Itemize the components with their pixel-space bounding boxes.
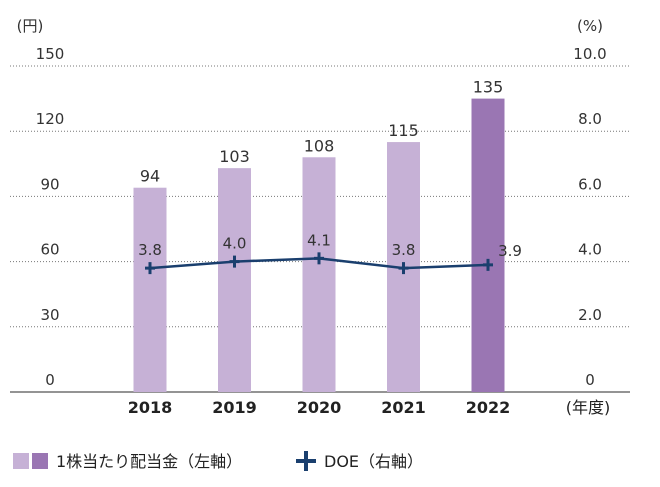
legend-label-doe: DOE（右軸）: [324, 452, 423, 471]
left-tick-label: 30: [40, 306, 59, 324]
right-tick-label: 10.0: [573, 45, 606, 63]
dividend-bar: [302, 157, 336, 392]
doe-point-label: 3.8: [392, 241, 416, 259]
right-tick-label: 6.0: [578, 175, 602, 193]
x-axis-categories: 2018 2019 2020 2021 2022: [128, 398, 511, 417]
x-category-label: 2021: [381, 398, 426, 417]
right-axis-ticks: 0 2.0 4.0 6.0 8.0 10.0: [573, 45, 606, 389]
dividend-bar-labels: 94 103 108 115 135: [140, 78, 503, 186]
doe-point-label: 4.1: [307, 231, 331, 249]
legend-swatch-dark: [32, 453, 48, 469]
doe-point-label: 3.9: [498, 242, 522, 260]
dividend-bar-label: 103: [219, 147, 250, 166]
dividend-bar: [471, 98, 505, 392]
doe-line-series: 3.8 4.0 4.1 3.8 3.9: [138, 231, 522, 275]
legend: 1株当たり配当金（左軸） DOE（右軸）: [13, 451, 423, 471]
right-tick-label: 4.0: [578, 241, 602, 259]
doe-point-label: 4.0: [223, 235, 247, 253]
x-axis-unit: (年度): [566, 398, 611, 417]
left-tick-label: 60: [40, 241, 59, 259]
right-tick-label: 2.0: [578, 306, 602, 324]
dividend-bar-label: 115: [388, 121, 419, 140]
right-axis-unit: (%): [577, 17, 603, 35]
legend-swatch-light: [13, 453, 29, 469]
x-category-label: 2019: [212, 398, 257, 417]
dividend-bar-label: 135: [473, 78, 504, 97]
legend-label-dividend: 1株当たり配当金（左軸）: [56, 452, 242, 471]
x-category-label: 2018: [128, 398, 173, 417]
legend-doe-icon: [296, 451, 316, 471]
dividend-bar: [133, 187, 167, 392]
right-tick-label: 8.0: [578, 110, 602, 128]
right-tick-label: 0: [585, 371, 595, 389]
dividend-bar: [218, 168, 251, 392]
left-axis-unit: (円): [17, 17, 44, 35]
doe-point-label: 3.8: [138, 241, 162, 259]
left-axis-ticks: 0 30 60 90 120 150: [36, 45, 65, 389]
left-tick-label: 90: [40, 175, 59, 193]
x-category-label: 2020: [297, 398, 342, 417]
dividend-bar-label: 94: [140, 167, 160, 186]
left-tick-label: 0: [45, 371, 55, 389]
left-tick-label: 120: [36, 110, 65, 128]
x-category-label: 2022: [466, 398, 511, 417]
dividend-bar-label: 108: [304, 136, 335, 155]
left-tick-label: 150: [36, 45, 65, 63]
